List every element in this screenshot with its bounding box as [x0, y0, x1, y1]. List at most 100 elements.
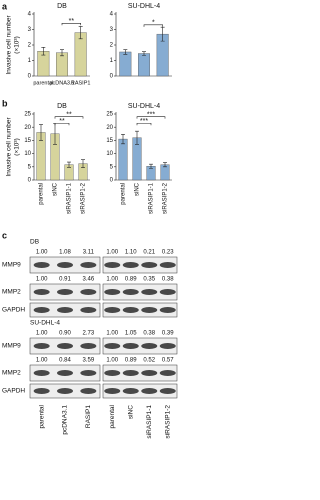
error-bar	[163, 162, 167, 168]
blot-frame	[102, 364, 178, 382]
error-bar	[142, 51, 146, 56]
quantification: 3.46	[82, 277, 94, 283]
y-tick-label: 20	[106, 125, 113, 131]
y-tick-label: 10	[106, 151, 113, 157]
band	[159, 289, 176, 295]
band	[141, 343, 158, 349]
significance: *	[152, 20, 155, 27]
cell-line-label: SU-DHL-4	[30, 320, 60, 327]
quantification: 1.00	[36, 250, 48, 256]
band	[104, 388, 121, 394]
significance: **	[59, 118, 65, 125]
significance: ***	[147, 111, 155, 118]
band	[159, 370, 176, 376]
x-tick-label: siRASIP1-2	[163, 182, 169, 214]
error-bar	[41, 47, 46, 56]
quantification: 0.21	[143, 250, 155, 256]
error-bar	[60, 49, 64, 57]
y-tick-label: 1	[28, 58, 32, 64]
quantification: 0.38	[162, 277, 174, 283]
y-tick-label: 0	[28, 74, 32, 80]
band	[141, 262, 158, 268]
y-tick-label: 3	[110, 27, 114, 33]
band	[104, 370, 121, 376]
quantification: 1.00	[106, 358, 118, 364]
chart-title: SU-DHL-4	[128, 3, 160, 10]
blot-frame	[102, 337, 178, 355]
band	[104, 289, 121, 295]
quantification: 0.39	[162, 331, 174, 337]
quantification: 3.59	[82, 358, 94, 364]
bracket	[143, 24, 163, 27]
error-bar	[149, 163, 153, 169]
lane-label: RASIP1	[85, 405, 92, 429]
blot-frame	[102, 283, 178, 301]
error-bar	[135, 130, 139, 145]
quantification: 1.00	[36, 358, 48, 364]
band	[57, 343, 73, 349]
y-axis-label: Invasive cell number	[6, 117, 13, 177]
y-tick-label: 5	[110, 164, 114, 170]
y-tick-label: 3	[28, 27, 32, 33]
y-tick-label: 5	[28, 164, 32, 170]
bar	[119, 51, 132, 77]
quantification: 1.08	[59, 250, 71, 256]
quantification: 1.00	[106, 277, 118, 283]
lane-label: parental	[109, 404, 116, 428]
panel-label: b	[2, 98, 8, 108]
x-tick-label: parental	[33, 80, 53, 86]
band	[122, 343, 139, 349]
error-bar	[81, 159, 85, 168]
band	[159, 262, 176, 268]
cell-line-label: DB	[30, 239, 39, 246]
error-bar	[67, 161, 71, 168]
error-bar	[123, 49, 128, 55]
blot-frame	[102, 256, 178, 274]
band	[141, 388, 158, 394]
quantification: 1.00	[36, 277, 48, 283]
error-bar	[78, 26, 83, 40]
band	[122, 307, 139, 313]
band	[57, 262, 73, 268]
error-bar	[39, 124, 43, 141]
lane-label: siNC	[127, 405, 134, 419]
x-tick-label: siNC	[135, 182, 141, 196]
quantification: 1.00	[36, 331, 48, 337]
chart-title: SU-DHL-4	[128, 103, 160, 110]
y-tick-label: 0	[110, 74, 114, 80]
band	[80, 388, 97, 394]
y-tick-label: 4	[28, 12, 32, 18]
y-tick-label: 10	[24, 151, 31, 157]
quantification: 1.00	[106, 250, 118, 256]
band	[80, 343, 97, 349]
x-tick-label: siRASIP1-1	[67, 182, 73, 214]
y-axis-label: (×10³)	[14, 36, 21, 54]
band	[122, 262, 139, 268]
band	[33, 262, 50, 268]
band	[33, 307, 50, 313]
y-tick-label: 25	[106, 112, 113, 118]
significance: **	[69, 18, 75, 25]
bar	[118, 138, 128, 181]
band	[141, 289, 158, 295]
bar	[74, 32, 87, 77]
y-tick-label: 2	[110, 43, 114, 49]
lane-label: parental	[38, 404, 45, 428]
band	[122, 370, 139, 376]
band	[57, 370, 73, 376]
quantification: 0.52	[143, 358, 155, 364]
x-tick-label: parental	[39, 183, 45, 205]
quantification: 0.89	[125, 358, 137, 364]
y-tick-label: 4	[110, 12, 114, 18]
bar	[56, 52, 68, 77]
band	[80, 370, 97, 376]
y-tick-label: 0	[110, 178, 114, 184]
band	[141, 307, 158, 313]
y-axis-label: Invasive cell number	[6, 15, 13, 75]
y-tick-label: 20	[24, 125, 31, 131]
bracket	[61, 23, 81, 26]
band	[33, 388, 50, 394]
significance: ***	[140, 118, 148, 125]
x-tick-label: parental	[121, 183, 127, 205]
